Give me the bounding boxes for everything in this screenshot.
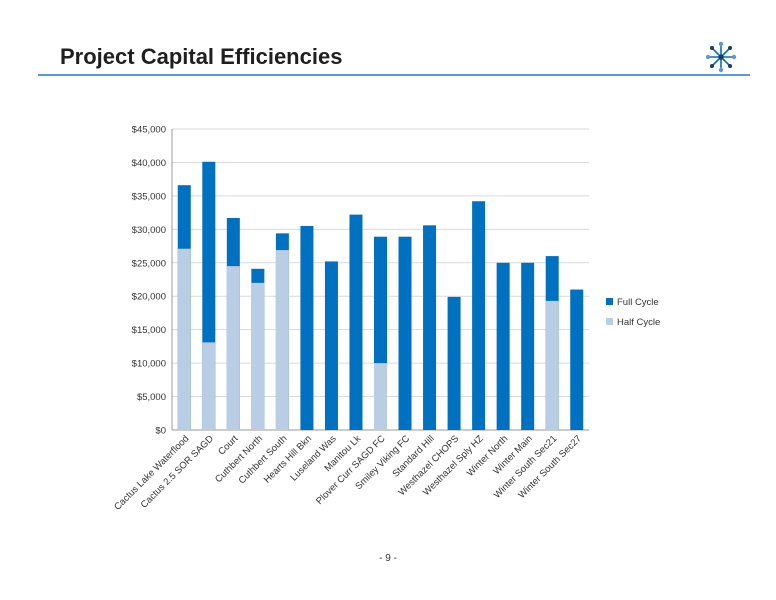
- y-tick-label: $15,000: [132, 325, 166, 336]
- y-tick-label: $30,000: [132, 225, 166, 236]
- y-tick-label: $5,000: [137, 392, 166, 403]
- snowflake-icon: [705, 41, 737, 73]
- y-tick-label: $25,000: [132, 258, 166, 269]
- legend-label: Full Cycle: [617, 297, 659, 308]
- bar-full-cycle: [521, 262, 535, 430]
- bar-half-cycle: [374, 363, 387, 430]
- bar-full-cycle: [447, 296, 461, 430]
- page-number: - 9 -: [379, 553, 397, 564]
- legend-swatch: [606, 318, 613, 325]
- y-tick-label: $40,000: [132, 158, 166, 169]
- bar-full-cycle: [300, 225, 314, 430]
- title-divider: [38, 74, 750, 76]
- y-tick-label: $35,000: [132, 191, 166, 202]
- y-tick-label: $45,000: [132, 125, 166, 136]
- bar-half-cycle: [251, 282, 265, 430]
- bar-full-cycle: [472, 201, 486, 430]
- y-tick-label: $20,000: [132, 292, 166, 303]
- bar-full-cycle: [349, 214, 363, 430]
- bar-half-cycle: [226, 266, 240, 430]
- bar-half-cycle: [177, 248, 191, 430]
- y-tick-label: $0: [155, 426, 166, 437]
- bar-full-cycle: [423, 225, 437, 430]
- bar-full-cycle: [496, 262, 510, 430]
- bar-full-cycle: [398, 236, 412, 430]
- bar-half-cycle: [202, 342, 216, 430]
- legend-label: Half Cycle: [617, 317, 660, 328]
- page-title: Project Capital Efficiencies: [60, 44, 343, 69]
- legend-swatch: [606, 298, 613, 305]
- bar-half-cycle: [545, 300, 559, 430]
- bar-half-cycle: [275, 250, 289, 430]
- bar-full-cycle: [324, 261, 338, 430]
- y-tick-label: $10,000: [132, 359, 166, 370]
- bar-full-cycle: [570, 289, 584, 430]
